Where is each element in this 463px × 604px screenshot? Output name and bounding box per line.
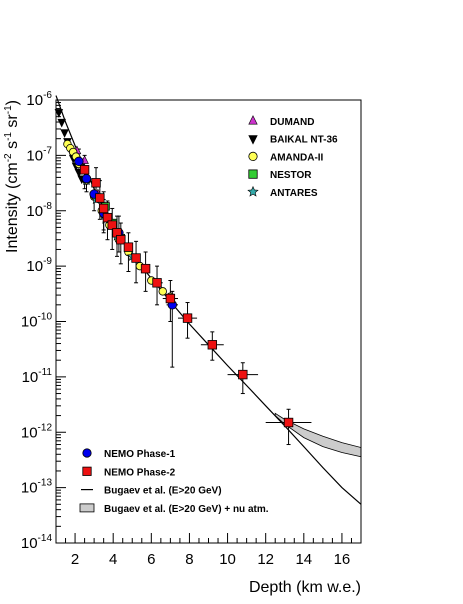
x-tick-label: 14	[295, 551, 312, 568]
y-tick-label: 10-14	[21, 533, 53, 552]
y-tick-label: 10-6	[26, 90, 52, 109]
y-tick-label: 10-7	[26, 145, 52, 164]
line-layer	[55, 95, 362, 505]
x-tick-label: 10	[219, 551, 236, 568]
point-nemo-phase-2	[98, 203, 109, 214]
legend-marker	[247, 185, 259, 197]
y-tick-label: 10-13	[21, 478, 53, 497]
legend-marker	[248, 135, 258, 145]
point-nemo-phase-2	[238, 369, 248, 380]
y-tick-label: 10-11	[22, 367, 53, 386]
label-layer: 2 4 6 8 10 12 14 16 10-14 10-13 10-12 10-11 10-10 10-…	[3, 90, 361, 596]
point-nemo-phase-2	[140, 263, 151, 274]
point-baikal-nt-36	[60, 129, 69, 138]
legend-label: NESTOR	[270, 170, 312, 181]
y-tick-label: 10-10	[21, 312, 53, 331]
point-nemo-phase-2	[123, 242, 134, 252]
legend-label: Bugaev et al. (E>20 GeV) + nu atm.	[104, 504, 269, 515]
point-nemo-phase-2	[207, 340, 218, 350]
legend-marker	[82, 466, 92, 476]
marker-layer	[54, 109, 294, 428]
legend-marker	[248, 151, 258, 161]
legend-label: ANTARES	[270, 188, 318, 199]
line-bugaev	[55, 95, 362, 505]
point-baikal-nt-36	[54, 109, 64, 118]
point-baikal-nt-36	[57, 118, 67, 128]
legend-label: NEMO Phase-1	[104, 449, 176, 460]
y-tick-label: 10-12	[21, 422, 53, 441]
x-tick-label: 8	[185, 551, 193, 568]
legend-label: BAIKAL NT-36	[270, 135, 338, 146]
point-nemo-phase-2	[95, 193, 105, 203]
x-tick-label: 16	[334, 551, 351, 568]
legend-marker	[82, 448, 92, 458]
legend-label: Bugaev et al. (E>20 GeV)	[104, 486, 222, 497]
point-nemo-phase-2	[102, 212, 113, 223]
legend-label: DUMAND	[270, 117, 314, 128]
legend-label: AMANDA-II	[270, 152, 324, 163]
point-nemo-phase-2	[79, 165, 90, 175]
point-nemo-phase-2	[283, 417, 294, 428]
legend-label: NEMO Phase-2	[104, 467, 176, 478]
plot-frame	[55, 99, 362, 544]
legend-marker	[248, 115, 258, 125]
point-nemo-phase-1	[81, 173, 92, 184]
legend-marker	[248, 169, 258, 179]
x-tick-label: 2	[71, 551, 79, 568]
x-tick-label: 4	[109, 551, 117, 568]
x-tick-label: 12	[257, 551, 274, 568]
point-nemo-phase-2	[182, 313, 193, 323]
tick-layer	[55, 102, 362, 544]
y-axis-label: Intensity (cm-2 s-1 sr-1)	[3, 100, 21, 253]
point-nemo-phase-2	[165, 293, 176, 304]
y-tick-label: 10-8	[26, 201, 52, 220]
x-tick-label: 6	[147, 551, 155, 568]
point-nemo-phase-2	[91, 178, 101, 188]
point-nemo-phase-2	[116, 235, 126, 245]
point-nemo-phase-2	[131, 253, 141, 263]
y-tick-label: 10-9	[26, 256, 52, 275]
point-nemo-phase-1	[74, 156, 84, 167]
legend-layer: DUMAND BAIKAL NT-36 AMANDA-II NESTOR ANTARES…	[79, 115, 338, 515]
point-nemo-phase-2	[107, 220, 117, 230]
point-amanda-ii	[158, 287, 167, 296]
legend-band-swatch	[79, 503, 95, 513]
point-nemo-phase-2	[152, 278, 162, 288]
x-axis-label: Depth (km w.e.)	[249, 579, 361, 596]
